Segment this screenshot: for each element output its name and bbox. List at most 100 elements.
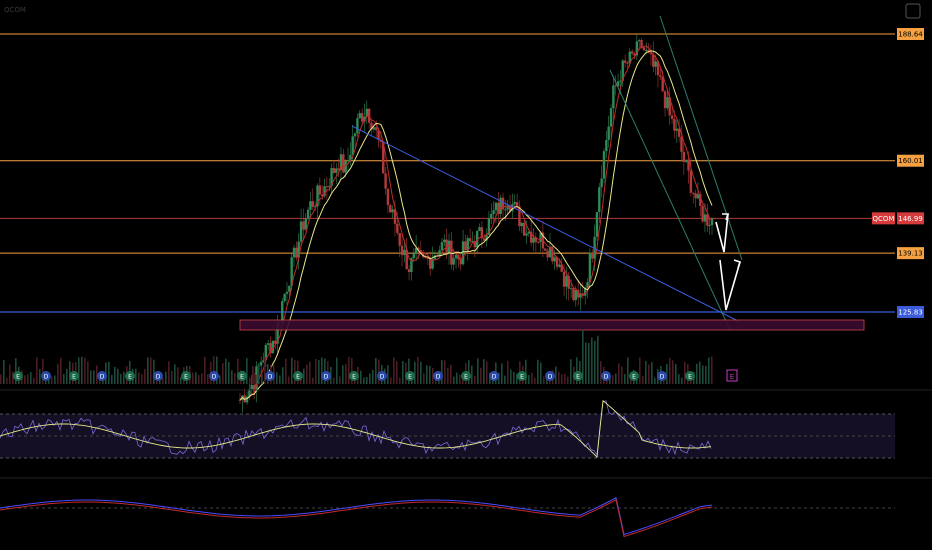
volume-bar xyxy=(561,374,563,384)
candle-body xyxy=(583,287,587,296)
volume-bar xyxy=(627,357,629,384)
candle-body xyxy=(499,197,502,214)
candle-body xyxy=(363,116,366,122)
candle-body xyxy=(492,210,495,214)
candle-body xyxy=(457,254,460,260)
volume-bar xyxy=(585,342,587,384)
volume-bar xyxy=(432,367,434,384)
volume-bar xyxy=(150,357,152,384)
volume-bar xyxy=(345,364,347,384)
volume-bar xyxy=(498,372,500,384)
candle-body xyxy=(699,194,702,206)
volume-bar xyxy=(444,360,446,384)
ticker-tag-label: QCOM xyxy=(873,215,895,223)
candle-body xyxy=(335,168,338,173)
volume-bar xyxy=(483,359,485,384)
candle-body xyxy=(537,241,540,243)
volume-bar xyxy=(177,367,179,384)
volume-bar xyxy=(480,367,482,384)
dividend-icon xyxy=(153,371,163,381)
candle-body xyxy=(689,170,693,193)
candle-body xyxy=(443,239,446,243)
candle-body xyxy=(367,108,371,123)
volume-bar xyxy=(264,357,266,384)
candle-body xyxy=(271,340,275,354)
candle-body xyxy=(595,211,599,237)
candle-body xyxy=(640,40,643,48)
volume-bar xyxy=(234,373,236,384)
candle-body xyxy=(668,97,671,116)
volume-bar xyxy=(228,362,230,384)
volume-bar xyxy=(441,360,443,384)
volume-bar xyxy=(288,376,290,384)
earnings-icon xyxy=(69,371,79,381)
candle-body xyxy=(346,159,350,162)
candle-body xyxy=(483,238,486,241)
candle-body xyxy=(454,254,458,259)
candle-body xyxy=(544,248,547,251)
volume-bar xyxy=(558,371,560,384)
candle-body xyxy=(358,113,361,119)
candle-body xyxy=(529,231,533,243)
volume-bar xyxy=(624,374,626,384)
volume-bar xyxy=(306,364,308,384)
volume-bar xyxy=(426,365,428,384)
candle-body xyxy=(299,221,303,242)
candle-body xyxy=(407,269,411,273)
candle-body xyxy=(398,232,401,246)
volume-bar xyxy=(81,356,83,384)
candle-body xyxy=(710,218,714,225)
volume-bar xyxy=(39,369,41,384)
candle-body xyxy=(297,241,300,258)
candle-body xyxy=(323,186,326,197)
candle-body xyxy=(438,250,441,256)
candle-body xyxy=(384,173,387,189)
candle-body xyxy=(666,97,669,109)
dividend-icon xyxy=(265,371,275,381)
volume-bar xyxy=(87,361,89,384)
volume-bar xyxy=(621,366,623,384)
volume-bar xyxy=(429,365,431,384)
price-tag-160-label: 160.01 xyxy=(898,157,923,165)
volume-bar xyxy=(678,374,680,384)
volume-bar xyxy=(111,375,113,384)
candle-body xyxy=(302,221,305,230)
candle-body xyxy=(295,247,298,258)
candle-body xyxy=(703,214,707,222)
candle-body xyxy=(466,238,469,251)
volume-bar xyxy=(396,361,398,384)
volume-bar xyxy=(576,357,578,384)
macd-line xyxy=(0,497,713,536)
candle-body xyxy=(276,322,279,344)
volume-bar xyxy=(531,372,533,384)
candle-body xyxy=(342,154,345,173)
candle-body xyxy=(450,240,453,265)
candle-body xyxy=(569,288,573,290)
volume-bar xyxy=(216,356,218,384)
volume-bar xyxy=(78,357,80,384)
volume-bar xyxy=(456,372,458,384)
event-icon-label: D xyxy=(548,374,553,381)
event-icon-label: D xyxy=(436,374,441,381)
volume-bar xyxy=(285,358,287,384)
volume-bar xyxy=(147,357,149,384)
price-tag-160-bg xyxy=(897,154,924,167)
candle-body xyxy=(659,75,662,77)
price-tag-139-label: 139.13 xyxy=(898,250,923,258)
volume-bar xyxy=(60,357,62,384)
candle-body xyxy=(447,240,451,253)
volume-bar xyxy=(84,357,86,384)
candle-body xyxy=(468,238,472,242)
candle-body xyxy=(370,122,373,130)
candle-body xyxy=(501,197,505,210)
candle-body xyxy=(386,188,390,206)
candle-body xyxy=(504,209,507,211)
event-icon-label: E xyxy=(352,374,356,381)
dividend-icon xyxy=(41,371,51,381)
settings-icon[interactable] xyxy=(905,3,921,19)
candle-body xyxy=(670,115,674,120)
dividend-icon xyxy=(601,371,611,381)
volume-bar xyxy=(672,360,674,384)
